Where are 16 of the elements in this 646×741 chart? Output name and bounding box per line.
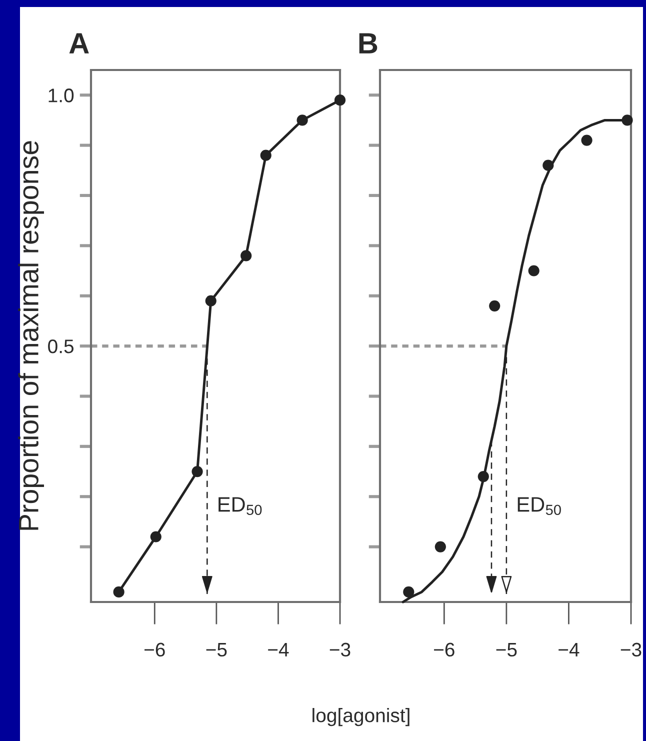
x-tick-label: −4	[268, 642, 289, 656]
x-tick-label: −6	[144, 642, 165, 657]
ref-line-label: ED$_{50}$	[518, 497, 561, 516]
x-tick-label: −3	[330, 642, 350, 657]
x-tick-label: −5	[496, 642, 517, 657]
chart-title: B	[359, 33, 378, 54]
y-axis-title: Proportion of maximal response	[18, 141, 44, 530]
chart-title: A	[69, 33, 89, 54]
y-tick-label: 0.5	[48, 340, 74, 354]
x-tick-label: −6	[434, 642, 454, 657]
x-tick-label: −5	[206, 642, 227, 657]
x-axis-title: log[agonist]	[312, 708, 410, 726]
x-tick-label: −3	[620, 642, 642, 657]
ref-line-label: ED$_{50}$	[218, 497, 262, 516]
y-tick-label: 1.0	[48, 88, 74, 102]
x-tick-label: −4	[558, 642, 580, 656]
